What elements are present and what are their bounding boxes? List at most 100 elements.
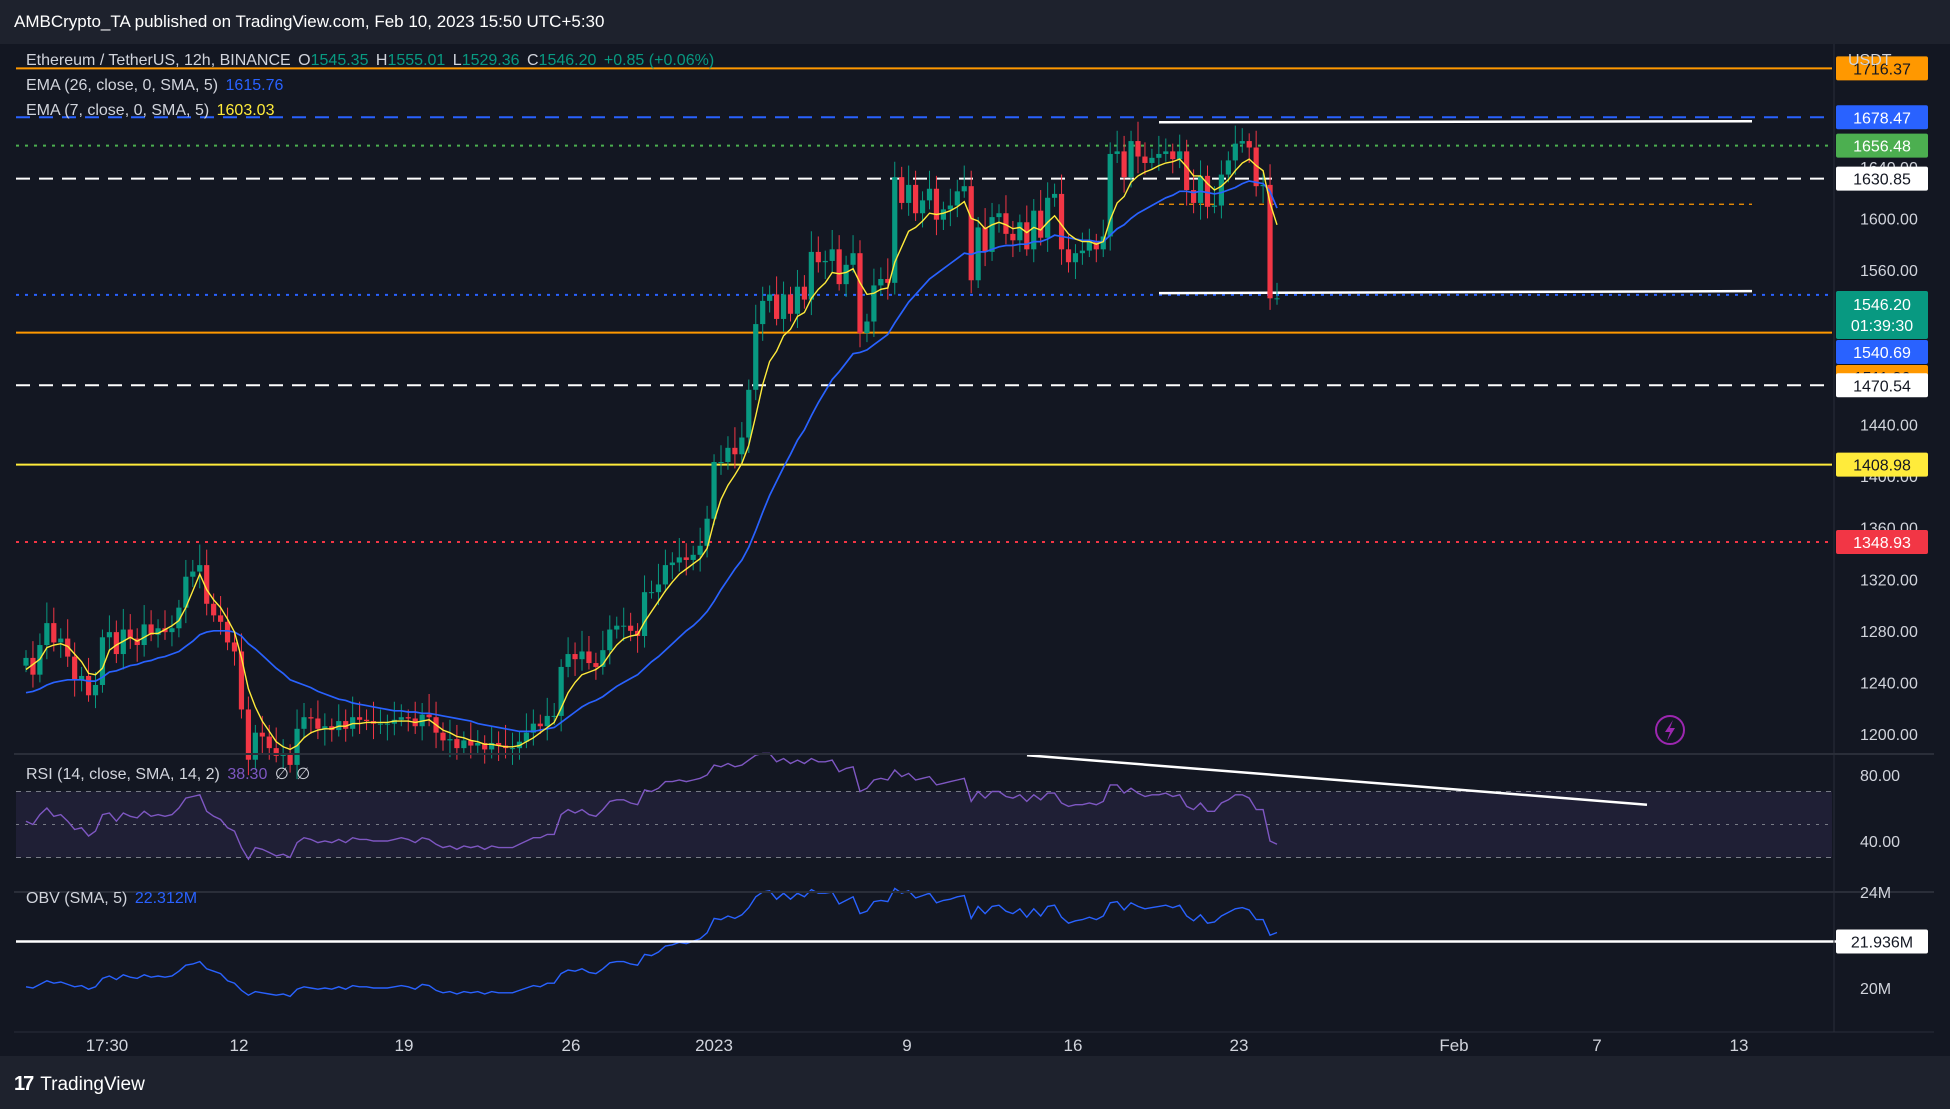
price-badge-1[interactable] (1836, 105, 1928, 130)
candle-body[interactable] (899, 177, 905, 203)
candle-body[interactable] (746, 389, 752, 438)
candle-body[interactable] (197, 565, 203, 572)
candle-body[interactable] (906, 184, 912, 203)
candle-body[interactable] (447, 739, 453, 741)
candle-body[interactable] (65, 638, 71, 657)
candle-body[interactable] (1204, 175, 1211, 207)
candle-body[interactable] (954, 191, 960, 206)
candle-body[interactable] (794, 286, 801, 314)
candle-body[interactable] (238, 651, 245, 710)
candle-body[interactable] (614, 625, 620, 630)
candle-body[interactable] (774, 294, 780, 319)
candle-body[interactable] (961, 186, 967, 192)
candle-body[interactable] (1163, 151, 1169, 154)
candle-body[interactable] (829, 249, 835, 261)
candle-body[interactable] (1100, 236, 1106, 250)
candle-body[interactable] (1121, 151, 1127, 178)
candle-body[interactable] (662, 565, 668, 585)
rsi-legend[interactable]: RSI (14, close, SMA, 14, 2) 38.30 ∅ ∅ (26, 764, 313, 784)
candle-body[interactable] (1038, 210, 1044, 238)
candle-body[interactable] (148, 624, 154, 635)
candle-body[interactable] (44, 623, 50, 646)
candle-body[interactable] (718, 462, 724, 463)
candle-body[interactable] (106, 632, 112, 638)
candle-body[interactable] (808, 251, 814, 300)
candle-body[interactable] (1197, 175, 1204, 203)
candle-body[interactable] (933, 188, 940, 220)
candle-body[interactable] (1239, 141, 1245, 144)
candle-body[interactable] (23, 657, 29, 666)
range-top-line[interactable] (1158, 120, 1753, 124)
candle-body[interactable] (1225, 160, 1231, 175)
candle-body[interactable] (1017, 222, 1023, 241)
candle-body[interactable] (850, 253, 856, 265)
candle-body[interactable] (641, 592, 648, 636)
candle-body[interactable] (892, 177, 898, 283)
price-badge-2[interactable] (1836, 133, 1928, 158)
candle-body[interactable] (224, 621, 231, 643)
candle-body[interactable] (1149, 157, 1155, 163)
candle-body[interactable] (1086, 241, 1092, 251)
candle-body[interactable] (683, 557, 689, 560)
candle-body[interactable] (996, 213, 1002, 218)
candle-body[interactable] (1184, 151, 1190, 191)
candle-body[interactable] (628, 625, 634, 631)
candle-body[interactable] (169, 628, 175, 633)
obv-legend[interactable]: OBV (SMA, 5) 22.312M (26, 890, 200, 908)
rsi-trendline[interactable] (1026, 753, 1648, 806)
candle-body[interactable] (245, 709, 251, 760)
candle-body[interactable] (1128, 141, 1134, 178)
candle-body[interactable] (593, 663, 599, 667)
candle-body[interactable] (426, 714, 432, 718)
price-badge-4[interactable] (1836, 340, 1928, 364)
tradingview-brand[interactable]: 17 TradingView (14, 1073, 145, 1096)
candle-body[interactable] (301, 717, 307, 729)
candle-body[interactable] (405, 717, 411, 719)
obv-badge[interactable] (1836, 929, 1928, 954)
lightning-icon[interactable] (1655, 715, 1685, 745)
candle-body[interactable] (600, 650, 606, 667)
candle-body[interactable] (211, 603, 217, 616)
last-price-badge[interactable] (1836, 291, 1928, 339)
candle-body[interactable] (1274, 298, 1280, 300)
candle-body[interactable] (572, 654, 578, 660)
candle-body[interactable] (621, 625, 627, 627)
candle-body[interactable] (218, 615, 224, 622)
candle-body[interactable] (294, 728, 300, 765)
candle-body[interactable] (1218, 174, 1224, 206)
candle-body[interactable] (440, 732, 446, 741)
candle-body[interactable] (280, 754, 286, 756)
candle-body[interactable] (968, 186, 974, 281)
candle-body[interactable] (489, 742, 495, 750)
candle-body[interactable] (1065, 249, 1072, 263)
candle-body[interactable] (885, 278, 891, 283)
candle-body[interactable] (989, 217, 995, 252)
candle-body[interactable] (252, 732, 258, 760)
candle-body[interactable] (1267, 184, 1273, 299)
candle-body[interactable] (558, 666, 564, 716)
candle-body[interactable] (92, 684, 99, 696)
candle-body[interactable] (475, 742, 481, 746)
candle-body[interactable] (732, 447, 738, 455)
candle-body[interactable] (975, 227, 981, 281)
candle-body[interactable] (940, 209, 946, 220)
candle-body[interactable] (704, 518, 710, 546)
candle-body[interactable] (190, 571, 196, 577)
candle-body[interactable] (85, 675, 92, 696)
candle-body[interactable] (523, 732, 529, 742)
candle-body[interactable] (322, 726, 328, 729)
candle-body[interactable] (1135, 141, 1141, 157)
candle-body[interactable] (79, 675, 85, 680)
candle-body[interactable] (266, 736, 272, 749)
candle-body[interactable] (815, 251, 821, 263)
candle-body[interactable] (947, 205, 953, 210)
candle-body[interactable] (669, 562, 675, 566)
candle-body[interactable] (363, 719, 370, 722)
candle-body[interactable] (530, 723, 536, 733)
candle-body[interactable] (377, 723, 384, 725)
candle-body[interactable] (1045, 197, 1051, 238)
candle-body[interactable] (357, 717, 363, 720)
candle-body[interactable] (864, 321, 870, 334)
candle-body[interactable] (308, 717, 314, 719)
candle-body[interactable] (127, 629, 133, 639)
